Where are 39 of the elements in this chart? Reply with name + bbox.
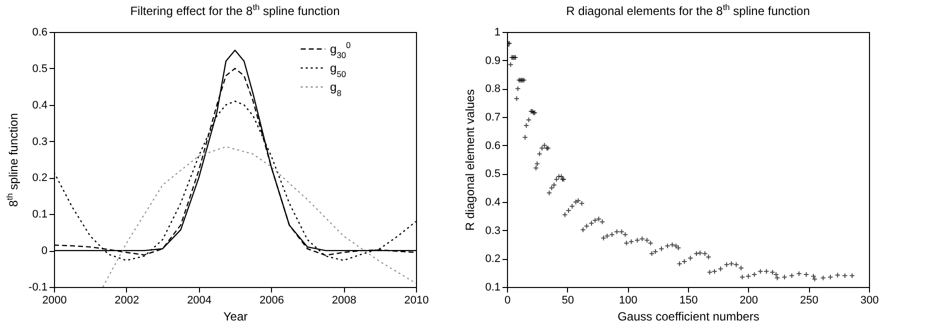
x-tick-label: 200 xyxy=(740,294,758,306)
y-tick-label: 0.8 xyxy=(485,83,500,96)
x-tick-label: 2002 xyxy=(114,294,140,306)
y-tick-label: 0.2 xyxy=(485,253,500,266)
x-tick-label: 150 xyxy=(679,294,698,306)
x-tick-label: 2010 xyxy=(404,294,429,306)
legend-label: g$_{50}$ xyxy=(330,61,346,79)
y-tick-label: 0.6 xyxy=(485,140,500,152)
x-tick-label: 2004 xyxy=(187,294,212,306)
x-tick-label: 100 xyxy=(618,294,638,306)
chart-title: Filtering effect for the 8$^{th}$ spline function xyxy=(130,2,340,18)
legend-label: g$_{8}$ xyxy=(330,80,342,98)
y-tick-label: -0.1 xyxy=(28,282,48,294)
y-tick-label: 1 xyxy=(494,26,500,38)
y-tick-label: 0.6 xyxy=(32,26,48,38)
x-tick-label: 2008 xyxy=(332,294,356,306)
x-tick-label: 300 xyxy=(860,294,879,306)
y-tick-label: 0.5 xyxy=(32,62,48,75)
y-tick-label: 0.2 xyxy=(32,172,48,184)
y-tick-label: 0.5 xyxy=(485,168,500,180)
x-tick-label: 250 xyxy=(800,294,818,306)
y-tick-label: 0.4 xyxy=(32,99,48,112)
x-axis-title: Gauss coefficient numbers xyxy=(618,310,760,324)
x-tick-label: 2000 xyxy=(42,294,67,306)
chart-title: R diagonal elements for the 8$^{th}$ spline function xyxy=(566,2,810,18)
y-axis-title: R diagonal element values xyxy=(463,89,478,231)
y-tick-label: 0.9 xyxy=(485,54,500,67)
y-tick-label: 0.1 xyxy=(485,282,500,294)
x-tick-label: 2006 xyxy=(259,294,284,306)
line-series xyxy=(102,146,416,287)
y-tick-label: 0.3 xyxy=(32,136,48,148)
x-tick-label: 50 xyxy=(562,294,574,306)
x-tick-label: 0 xyxy=(504,294,511,306)
y-tick-label: 0.1 xyxy=(32,208,48,221)
y-tick-label: 0.4 xyxy=(485,196,500,208)
y-tick-label: 0 xyxy=(41,245,48,258)
y-tick-label: 0.7 xyxy=(485,112,500,124)
y-tick-label: 0.3 xyxy=(485,224,500,237)
x-axis-title: Year xyxy=(223,310,248,324)
